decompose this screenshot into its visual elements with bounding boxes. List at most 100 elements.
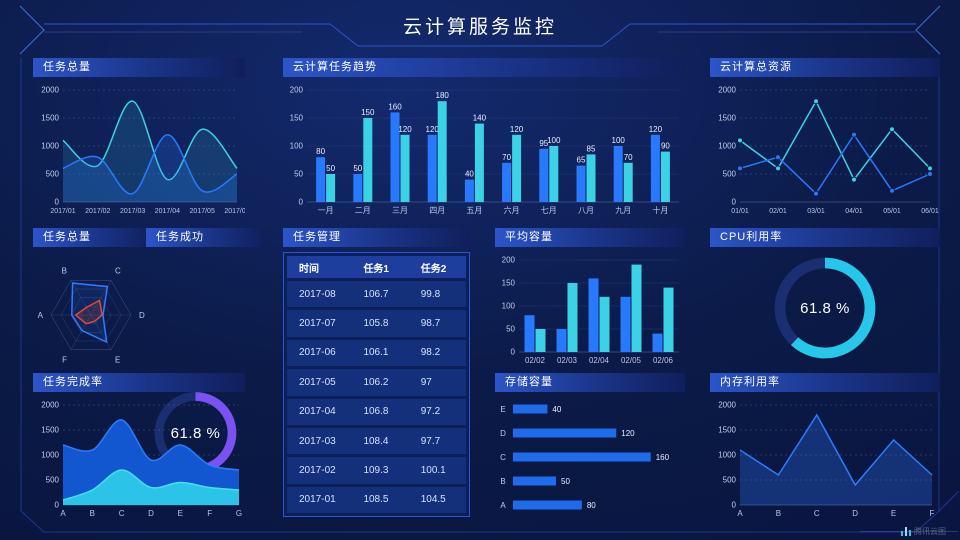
svg-text:A: A [737, 509, 743, 518]
svg-text:150: 150 [502, 279, 516, 288]
panel-completion: 任务完成率 0 500 1000 1500 2000 A B C D E F G [33, 373, 245, 519]
table-cell: 2017-02 [299, 464, 336, 476]
watermark-icon [901, 527, 911, 536]
svg-text:九月: 九月 [615, 206, 631, 215]
svg-text:2017/05: 2017/05 [190, 208, 215, 215]
svg-text:D: D [500, 429, 506, 438]
table-cell: 2017-07 [299, 318, 336, 330]
svg-text:150: 150 [361, 108, 375, 117]
memory-chart: 0 500 1000 1500 2000 A B C D E F [710, 395, 940, 519]
svg-text:120: 120 [510, 125, 524, 134]
task-trend-chart: 0 50 100 150 200 一月 二月 三月 四月 五月 六月 七月 八月 九月 十月 80 50 160 1… [283, 80, 685, 216]
svg-text:二月: 二月 [355, 206, 371, 215]
svg-text:0: 0 [55, 501, 60, 510]
svg-text:七月: 七月 [541, 206, 557, 215]
svg-text:85: 85 [587, 144, 596, 153]
svg-text:70: 70 [502, 153, 511, 162]
svg-text:E: E [891, 509, 896, 518]
svg-text:C: C [814, 509, 820, 518]
svg-text:120: 120 [649, 125, 663, 134]
svg-text:1500: 1500 [41, 114, 59, 123]
svg-text:2017/01: 2017/01 [50, 208, 75, 215]
table-cell: 2017-03 [299, 435, 336, 447]
svg-text:100: 100 [502, 302, 516, 311]
svg-text:2017/02: 2017/02 [85, 208, 110, 215]
panel-cpu: CPU利用率 61.8 % [710, 228, 940, 366]
svg-text:2000: 2000 [41, 86, 59, 95]
panel-title-task-success: 任务成功 [146, 228, 265, 247]
svg-text:50: 50 [326, 164, 335, 173]
table-header-cell: 任务1 [363, 263, 389, 275]
svg-text:1000: 1000 [41, 451, 59, 460]
panel-task-manage: 任务管理 时间 任务1 任务2 2017-08 106.7 99.8 2017-07 105… [283, 228, 470, 517]
table-cell: 99.8 [420, 288, 441, 300]
table-row: 2017-01 108.5 104.5 [287, 486, 466, 513]
panel-title: 任务总量 [33, 58, 245, 77]
page-title: 云计算服务监控 [402, 17, 557, 38]
svg-text:65: 65 [577, 156, 586, 165]
svg-text:0: 0 [511, 348, 516, 357]
svg-text:E: E [178, 509, 183, 518]
table-cell: 109.3 [363, 464, 389, 476]
svg-text:D: D [852, 509, 858, 518]
svg-text:F: F [207, 509, 212, 518]
svg-text:40: 40 [465, 170, 474, 179]
table-row: 2017-08 106.7 99.8 [287, 281, 466, 308]
svg-text:150: 150 [290, 114, 304, 123]
svg-text:一月: 一月 [318, 206, 334, 215]
svg-text:02/04: 02/04 [589, 356, 610, 365]
task-total-line-chart: 0 500 1000 1500 2000 2017/01 2017/02 2017/03 201… [33, 80, 245, 216]
panel-title: CPU利用率 [710, 228, 940, 247]
svg-text:0: 0 [732, 198, 737, 207]
svg-text:500: 500 [723, 170, 737, 179]
panel-title: 云计算总资源 [710, 58, 940, 77]
svg-text:500: 500 [46, 170, 60, 179]
svg-text:五月: 五月 [466, 206, 482, 215]
table-cell: 104.5 [420, 494, 446, 506]
svg-text:2017/04: 2017/04 [155, 208, 180, 215]
table-cell: 2017-01 [299, 494, 336, 506]
svg-text:G: G [236, 509, 242, 518]
panel-title: 云计算任务趋势 [283, 58, 685, 77]
svg-text:三月: 三月 [392, 206, 408, 215]
table-cell: 2017-04 [299, 406, 336, 418]
table-cell: 98.7 [420, 318, 441, 330]
completion-chart: 0 500 1000 1500 2000 A B C D E F G [33, 395, 245, 519]
svg-text:50: 50 [506, 325, 515, 334]
svg-text:40: 40 [552, 405, 561, 414]
watermark: 腾讯云图 [901, 526, 946, 537]
svg-text:03/01: 03/01 [807, 208, 825, 215]
svg-text:01/01: 01/01 [731, 208, 749, 215]
svg-text:140: 140 [473, 114, 487, 123]
svg-text:90: 90 [661, 142, 670, 151]
svg-text:八月: 八月 [578, 206, 594, 215]
svg-text:1500: 1500 [718, 426, 736, 435]
table-header-cell: 时间 [299, 263, 319, 275]
table-row: 2017-04 106.8 97.2 [287, 398, 466, 425]
panel-title: 任务完成率 [33, 373, 245, 392]
storage-chart: E 40 D 120 C 160 B 50 A 80 [495, 395, 685, 519]
svg-text:C: C [500, 453, 506, 462]
table-cell: 105.8 [363, 318, 389, 330]
svg-text:B: B [776, 509, 781, 518]
cpu-gauge: 61.8 % [710, 250, 940, 366]
svg-text:1000: 1000 [41, 142, 59, 151]
svg-text:06/01: 06/01 [921, 208, 939, 215]
panel-title: 平均容量 [495, 228, 685, 247]
svg-text:E: E [500, 405, 505, 414]
svg-text:160: 160 [656, 453, 670, 462]
svg-text:六月: 六月 [504, 205, 520, 215]
svg-text:200: 200 [502, 256, 516, 265]
svg-text:500: 500 [46, 476, 60, 485]
svg-text:05/01: 05/01 [883, 208, 901, 215]
table-cell: 108.4 [363, 435, 389, 447]
table-row: 2017-03 108.4 97.7 [287, 427, 466, 455]
table-row: 2017-05 106.2 97 [287, 369, 466, 396]
table-cell: 100.1 [420, 464, 446, 476]
svg-text:50: 50 [294, 170, 303, 179]
panel-storage: 存储容量 E 40 D 120 C 160 B 50 A 80 [495, 373, 685, 519]
svg-text:160: 160 [388, 102, 402, 111]
svg-text:2000: 2000 [718, 86, 736, 95]
table-cell: 106.8 [363, 406, 389, 418]
